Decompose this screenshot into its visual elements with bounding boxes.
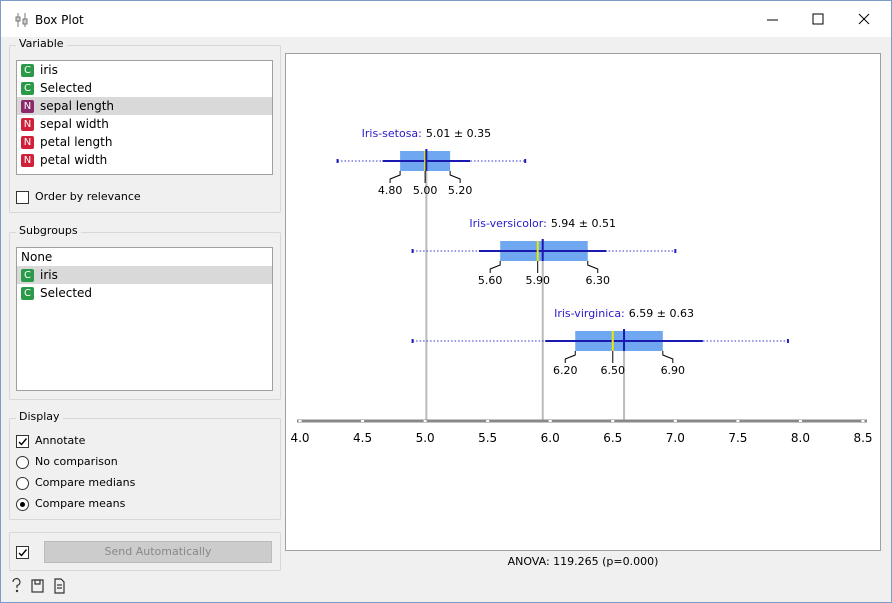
send-box: Send Automatically	[9, 532, 281, 571]
radio	[16, 476, 29, 490]
list-item[interactable]: None	[17, 248, 272, 266]
radio-option[interactable]: Compare means	[16, 497, 125, 511]
min-dot	[336, 159, 339, 163]
x-tick-label: 7.5	[728, 431, 747, 445]
group-name: Iris-setosa:	[362, 127, 422, 140]
type-icon: C	[21, 81, 34, 95]
label-tick	[449, 171, 461, 183]
app-icon	[15, 13, 28, 27]
quartile-label: 5.00	[413, 184, 438, 197]
group-title: Display	[16, 410, 63, 423]
group-name: Iris-versicolor:	[469, 217, 546, 230]
quartile-label: 5.60	[478, 274, 503, 287]
radio-option[interactable]: Compare medians	[16, 476, 135, 490]
plot-frame	[285, 53, 881, 551]
label-tick	[662, 351, 674, 363]
quartile-label: 5.90	[525, 274, 550, 287]
label-tick	[564, 351, 576, 363]
max-dot	[674, 249, 677, 253]
label-tick	[389, 171, 401, 183]
type-icon: N	[21, 135, 34, 149]
type-icon: N	[21, 117, 34, 131]
type-icon: N	[21, 99, 34, 113]
label-tick	[587, 261, 599, 273]
group-annotation: Iris-virginica: 6.59 ± 0.63	[554, 307, 694, 320]
quartile-label: 6.20	[553, 364, 578, 377]
group-title: Variable	[16, 37, 67, 50]
quartile-label: 6.50	[601, 364, 626, 377]
x-tick-label: 6.0	[541, 431, 560, 445]
group-annotation: Iris-setosa: 5.01 ± 0.35	[362, 127, 491, 140]
max-dot	[524, 159, 527, 163]
group-title: Subgroups	[16, 224, 81, 237]
status-icons	[12, 577, 65, 594]
item-label: Selected	[40, 81, 93, 95]
annotate-checkbox[interactable]: Annotate	[16, 434, 85, 448]
type-icon: C	[21, 286, 34, 300]
window-title: Box Plot	[35, 13, 84, 27]
group-annotation: Iris-versicolor: 5.94 ± 0.51	[469, 217, 616, 230]
x-tick-label: 5.5	[478, 431, 497, 445]
label-tick	[489, 261, 501, 273]
min-dot	[411, 339, 414, 343]
plot-area: Iris-setosa: 5.01 ± 0.35 4.80 5.00 5.20 Iris-…	[285, 53, 881, 551]
item-label: Selected	[40, 286, 93, 300]
label: Annotate	[35, 434, 86, 447]
display-box: Display Annotate No comparison Compare me…	[9, 410, 281, 520]
mean-sd: 5.94 ± 0.51	[551, 217, 616, 230]
order-checkbox[interactable]: Order by relevance	[16, 190, 141, 204]
item-label: sepal length	[40, 99, 115, 113]
x-tick-label: 8.0	[791, 431, 810, 445]
type-icon: N	[21, 153, 34, 167]
min-dot	[411, 249, 414, 253]
x-tick-label: 4.5	[353, 431, 372, 445]
item-label: sepal width	[40, 117, 109, 131]
group-name: Iris-virginica:	[554, 307, 625, 320]
radio-option[interactable]: No comparison	[16, 455, 118, 469]
radio	[16, 455, 29, 469]
item-label: iris	[40, 268, 58, 282]
title-bar: Box Plot	[1, 1, 891, 37]
list-item[interactable]: C Selected	[17, 79, 272, 97]
send-button[interactable]: Send Automatically	[44, 541, 272, 563]
max-dot	[786, 339, 789, 343]
list-item[interactable]: C Selected	[17, 284, 272, 302]
x-tick-label: 7.0	[666, 431, 685, 445]
x-tick-label: 6.5	[603, 431, 622, 445]
label: No comparison	[35, 455, 118, 468]
radio	[16, 497, 29, 511]
label: Compare means	[35, 497, 126, 510]
quartile-label: 4.80	[378, 184, 403, 197]
quartile-label: 6.30	[586, 274, 611, 287]
item-label: petal length	[40, 135, 113, 149]
item-label: iris	[40, 63, 58, 77]
label: Compare medians	[35, 476, 136, 489]
x-tick-label: 4.0	[290, 431, 309, 445]
window-controls[interactable]	[761, 9, 881, 31]
anova-text: ANOVA: 119.265 (p=0.000)	[507, 555, 659, 568]
quartile-label: 6.90	[661, 364, 686, 377]
type-icon: C	[21, 268, 34, 282]
mean-sd: 6.59 ± 0.63	[629, 307, 694, 320]
send-checkbox[interactable]	[16, 546, 29, 559]
item-label: None	[21, 250, 53, 264]
x-tick-label: 8.5	[853, 431, 872, 445]
mean-sd: 5.01 ± 0.35	[426, 127, 491, 140]
x-tick-label: 5.0	[416, 431, 435, 445]
type-icon: C	[21, 63, 34, 77]
item-label: petal width	[40, 153, 108, 167]
label: Order by relevance	[35, 190, 141, 203]
quartile-label: 5.20	[448, 184, 473, 197]
